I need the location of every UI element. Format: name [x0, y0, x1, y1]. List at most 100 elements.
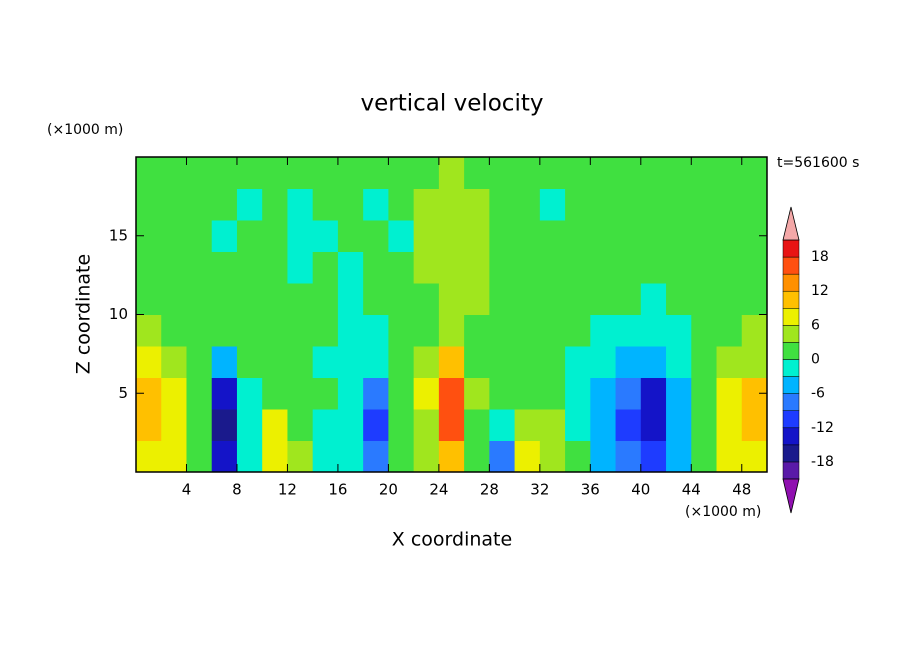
field-cell — [615, 220, 642, 252]
field-cell — [716, 220, 743, 252]
field-cell — [287, 409, 314, 441]
field-cell — [539, 377, 566, 410]
field-cell — [691, 188, 718, 221]
time-annotation: t=561600 s — [777, 155, 859, 171]
field-cell — [716, 409, 743, 441]
field-cell — [136, 440, 162, 473]
field-cell — [489, 188, 516, 221]
field-cell — [413, 220, 440, 252]
field-cell — [489, 157, 516, 189]
field-cell — [565, 377, 591, 410]
colorbar-band — [782, 461, 800, 480]
field-cell — [666, 440, 692, 473]
field-cell — [337, 188, 364, 221]
field-cell — [539, 346, 566, 378]
x-tick-label: 20 — [379, 481, 398, 499]
colorbar-band — [782, 342, 800, 360]
field-cell — [539, 283, 566, 315]
field-cell — [236, 220, 263, 252]
field-cell — [615, 188, 642, 221]
field-cell — [615, 440, 642, 473]
field-cell — [691, 314, 718, 347]
field-cell — [489, 409, 516, 441]
field-cell — [337, 251, 364, 284]
colorbar-band — [782, 325, 800, 343]
x-tick-label: 44 — [682, 481, 701, 499]
field-cell — [489, 440, 516, 473]
y-unit: (×1000 m) — [47, 122, 123, 138]
field-cell — [615, 377, 642, 410]
field-cell — [186, 283, 213, 315]
field-cell — [262, 283, 288, 315]
field-cell — [741, 188, 768, 221]
field-cell — [388, 283, 415, 315]
field-cell — [489, 220, 516, 252]
field-cell — [312, 440, 339, 473]
field-cell — [615, 314, 642, 347]
field-cell — [691, 283, 718, 315]
field-cell — [539, 157, 566, 189]
field-cell — [388, 314, 415, 347]
colorbar-tick-label: -18 — [811, 454, 834, 470]
field-cell — [741, 409, 768, 441]
field-cell — [691, 346, 718, 378]
field-cell — [388, 409, 415, 441]
field-cell — [262, 251, 288, 284]
field-cell — [464, 440, 490, 473]
field-cell — [539, 251, 566, 284]
x-tick-label: 40 — [631, 481, 650, 499]
field-cell — [438, 157, 465, 189]
field-cell — [716, 440, 743, 473]
field-cell — [691, 409, 718, 441]
field-cell — [287, 220, 314, 252]
field-cell — [363, 377, 389, 410]
field-cell — [640, 283, 667, 315]
field-cell — [211, 251, 238, 284]
colorbar-band — [782, 410, 800, 429]
field-cell — [691, 440, 718, 473]
field-cell — [186, 220, 213, 252]
field-cell — [211, 440, 238, 473]
field-cell — [312, 346, 339, 378]
field-cell — [741, 314, 768, 347]
field-cell — [666, 377, 692, 410]
field-cell — [388, 251, 415, 284]
field-cell — [413, 440, 440, 473]
field-cell — [741, 157, 768, 189]
colorbar-band — [782, 444, 800, 463]
y-axis-label: Z coordinate — [73, 254, 95, 374]
field-cell — [211, 409, 238, 441]
colorbar-tick-label: 12 — [811, 283, 829, 299]
field-cell — [666, 314, 692, 347]
field-cell — [590, 409, 617, 441]
field-cell — [413, 377, 440, 410]
field-cell — [363, 283, 389, 315]
field-cell — [363, 188, 389, 221]
colorbar-over — [782, 206, 800, 241]
field-cell — [388, 220, 415, 252]
field-cell — [464, 283, 490, 315]
field-cell — [262, 377, 288, 410]
field-cell — [565, 220, 591, 252]
field-cell — [514, 220, 541, 252]
field-cell — [565, 157, 591, 189]
field-cell — [236, 283, 263, 315]
x-tick-label: 8 — [232, 481, 242, 499]
field-cell — [539, 314, 566, 347]
field-cell — [287, 251, 314, 284]
field-cell — [590, 314, 617, 347]
field-cell — [363, 440, 389, 473]
field-cell — [590, 157, 617, 189]
field-cell — [413, 251, 440, 284]
field-cell — [464, 251, 490, 284]
colorbar-band — [782, 376, 800, 394]
field-cell — [262, 157, 288, 189]
field-cell — [716, 346, 743, 378]
field-cell — [388, 157, 415, 189]
field-cell — [161, 377, 187, 410]
field-cell — [640, 346, 667, 378]
field-cell — [666, 157, 692, 189]
field-cell — [337, 283, 364, 315]
field-cell — [438, 409, 465, 441]
field-cell — [236, 314, 263, 347]
